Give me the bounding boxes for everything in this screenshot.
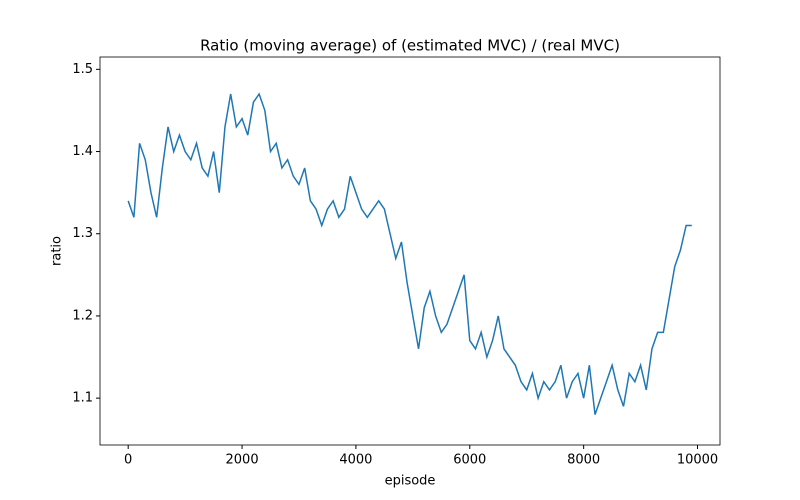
x-tick-label: 0: [124, 453, 132, 468]
y-axis-label: ratio: [50, 236, 65, 266]
data-line: [127, 92, 692, 415]
y-tick-label: 1.5: [72, 62, 93, 77]
y-tick-label: 1.1: [72, 391, 93, 406]
x-tick-label: 6000: [453, 453, 486, 468]
plot-frame: [99, 56, 721, 446]
chart-title: Ratio (moving average) of (estimated MVC…: [200, 37, 620, 55]
y-tick-label: 1.2: [72, 308, 93, 323]
x-tick-label: 2000: [226, 453, 259, 468]
x-axis-label: episode: [385, 474, 436, 489]
y-tick-label: 1.3: [72, 226, 93, 241]
x-tick-label: 8000: [567, 453, 600, 468]
x-tick-label: 10000: [677, 453, 718, 468]
x-tick-label: 4000: [339, 453, 372, 468]
y-tick-label: 1.4: [72, 144, 93, 159]
